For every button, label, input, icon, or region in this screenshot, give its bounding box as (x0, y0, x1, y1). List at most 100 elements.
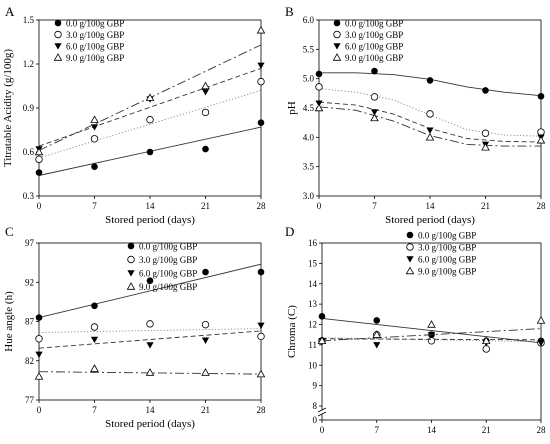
x-tick-label: 0 (37, 201, 42, 211)
axis-break-mark (317, 411, 327, 417)
y-axis-title: pH (286, 101, 298, 115)
legend-label: 6.0 g/100g GBP (139, 269, 197, 279)
legend-label: 3.0 g/100g GBP (418, 243, 476, 253)
data-point (427, 320, 436, 328)
data-point (201, 337, 210, 344)
series-3 (35, 322, 265, 359)
x-axis-title: Stored period (days) (105, 214, 195, 226)
legend-label: 0.0 g/100g GBP (418, 231, 476, 241)
legend-marker (332, 53, 342, 61)
legend-label: 6.0 g/100g GBP (418, 255, 476, 265)
data-point (481, 129, 490, 137)
data-point (145, 368, 155, 376)
y-tick-label: 4.5 (303, 103, 315, 113)
legend-label: 0.0 g/100g GBP (66, 19, 124, 29)
chart-panel-b: B 0 7 14 21 28 3.0 3.5 4.0 4.5 5.0 5.5 6.0 Stored per… (285, 4, 546, 226)
y-tick-label: 1.2 (23, 59, 34, 69)
legend-label: 3.0 g/100g GBP (345, 30, 403, 40)
trend-line (38, 371, 262, 375)
x-tick-label: 14 (426, 201, 436, 211)
legend-marker (126, 282, 136, 290)
x-axis-title: Stored period (days) (105, 418, 195, 430)
y-tick-label: 97 (25, 238, 35, 248)
data-point (202, 268, 209, 276)
data-point (257, 119, 265, 126)
data-point (426, 110, 434, 118)
legend-label: 3.0 g/100g GBP (139, 255, 197, 265)
y-tick-label: 10 (308, 360, 318, 370)
y-tick-label: 12 (308, 320, 317, 330)
data-point (146, 320, 154, 328)
data-point (482, 87, 489, 94)
data-point (34, 147, 44, 156)
legend: 0.0 g/100g GBP 3.0 g/100g GBP 6.0 g/100g G… (405, 231, 476, 277)
axis-break-gap (318, 410, 326, 414)
series-3 (315, 100, 545, 148)
data-point (536, 135, 546, 144)
x-tick-label: 14 (427, 425, 437, 435)
legend-label: 9.0 g/100g GBP (66, 53, 124, 63)
y-tick-label: 15 (308, 258, 318, 268)
data-point (35, 335, 43, 343)
series-4 (34, 25, 266, 156)
y-axis-title: Chroma (C) (286, 305, 298, 358)
legend-label: 3.0 g/100g GBP (66, 30, 124, 40)
data-point (90, 323, 99, 331)
series-1 (35, 119, 265, 176)
y-tick-label: 1.5 (23, 15, 35, 25)
data-point (317, 336, 327, 345)
data-point (35, 314, 43, 321)
x-tick-label: 21 (201, 201, 210, 211)
data-point (257, 268, 265, 276)
y-tick-label: 77 (25, 395, 35, 405)
data-point (201, 368, 210, 376)
data-point (537, 128, 545, 136)
data-point (426, 127, 434, 134)
y-tick-label: 5.0 (303, 74, 315, 84)
legend-label: 9.0 g/100g GBP (418, 267, 476, 277)
legend-label: 6.0 g/100g GBP (345, 42, 403, 52)
trend-line (38, 263, 262, 319)
x-tick-label: 14 (146, 405, 156, 415)
x-tick-label: 7 (375, 425, 380, 435)
data-point (257, 322, 265, 330)
data-point (370, 109, 379, 116)
x-tick-label: 7 (92, 405, 97, 415)
data-point (373, 342, 381, 349)
y-tick-label: 16 (308, 238, 318, 248)
legend-marker (54, 30, 62, 39)
trend-line (319, 72, 542, 97)
y-tick-label: 3.5 (303, 162, 315, 172)
data-point (315, 83, 323, 91)
y-tick-label: 92 (25, 277, 34, 287)
legend-label: 9.0 g/100g GBP (139, 282, 197, 292)
x-tick-label: 28 (537, 201, 547, 211)
y-tick-label: 0.9 (23, 103, 35, 113)
legend-marker (406, 256, 414, 263)
legend-marker (54, 43, 62, 50)
trend-line (318, 88, 542, 137)
chart-panel-d: D0714212808910111213141516Stored period … (285, 224, 546, 444)
y-axis-title: Titratable Acidity (g/100g) (2, 49, 14, 167)
legend-marker (405, 266, 415, 275)
data-point (90, 135, 99, 143)
data-point (536, 316, 546, 324)
panel-letter: C (5, 224, 14, 239)
data-point (370, 113, 379, 122)
data-point (90, 124, 99, 131)
data-point (314, 103, 324, 112)
legend-marker (54, 19, 62, 27)
panel-letter: A (5, 4, 15, 19)
data-point (315, 70, 323, 78)
x-tick-label: 21 (481, 201, 490, 211)
legend-marker (406, 231, 414, 239)
y-tick-label: 14 (308, 279, 318, 289)
data-point (318, 313, 326, 320)
series-3 (35, 62, 265, 153)
x-tick-label: 7 (372, 201, 377, 211)
data-point (91, 163, 98, 170)
trend-line (38, 67, 262, 147)
data-point (90, 364, 99, 372)
x-tick-label: 28 (257, 405, 267, 415)
y-tick-label: 6.0 (303, 15, 315, 25)
